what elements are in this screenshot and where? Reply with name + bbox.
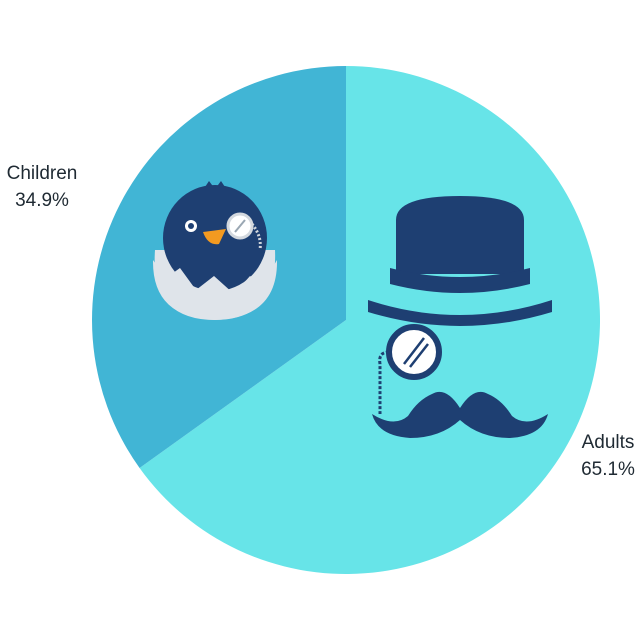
slice-label-adults-name: Adults — [582, 432, 635, 453]
slice-label-adults: Adults 65.1% — [581, 432, 635, 480]
gentleman-icon — [368, 196, 552, 438]
slice-label-children: Children 34.9% — [7, 163, 78, 211]
pie-slice-adults — [139, 65, 601, 574]
slice-label-children-name: Children — [7, 163, 78, 184]
slice-label-adults-value: 65.1% — [581, 459, 635, 480]
slice-label-children-value: 34.9% — [15, 190, 69, 211]
hatching-chick-icon — [152, 181, 278, 320]
pie-slices — [92, 65, 601, 574]
